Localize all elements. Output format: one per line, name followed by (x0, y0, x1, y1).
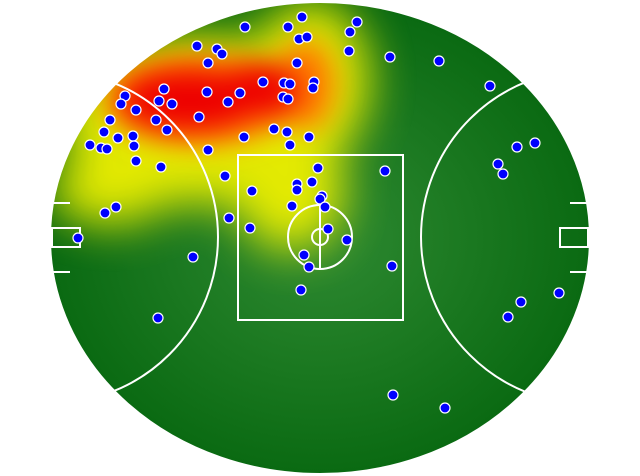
point (150, 114, 162, 126)
point (155, 161, 167, 173)
point (281, 126, 293, 138)
point (84, 139, 96, 151)
point (296, 11, 308, 23)
point (282, 93, 294, 105)
point (246, 185, 258, 197)
point (301, 31, 313, 43)
point (191, 40, 203, 52)
point (341, 234, 353, 246)
point (234, 87, 246, 99)
point (115, 98, 127, 110)
point (152, 312, 164, 324)
point (484, 80, 496, 92)
point (344, 26, 356, 38)
point (303, 261, 315, 273)
point (298, 249, 310, 261)
boundary (49, 1, 591, 475)
point (238, 131, 250, 143)
point (193, 111, 205, 123)
point (303, 131, 315, 143)
point (244, 222, 256, 234)
point (110, 201, 122, 213)
point (153, 95, 165, 107)
point (216, 48, 228, 60)
point (166, 98, 178, 110)
point (386, 260, 398, 272)
point (201, 86, 213, 98)
point (112, 132, 124, 144)
point (312, 162, 324, 174)
point (497, 168, 509, 180)
point (343, 45, 355, 57)
point (202, 57, 214, 69)
point (314, 193, 326, 205)
point (319, 201, 331, 213)
point (284, 78, 296, 90)
point (515, 296, 527, 308)
point (286, 200, 298, 212)
point (284, 139, 296, 151)
point (161, 124, 173, 136)
point (379, 165, 391, 177)
point (351, 16, 363, 28)
point (128, 140, 140, 152)
point (387, 389, 399, 401)
point (98, 126, 110, 138)
point (223, 212, 235, 224)
point (291, 184, 303, 196)
point (158, 83, 170, 95)
point (127, 130, 139, 142)
point (439, 402, 451, 414)
point (268, 123, 280, 135)
point (239, 21, 251, 33)
point (433, 55, 445, 67)
point (219, 170, 231, 182)
point (307, 82, 319, 94)
point (104, 114, 116, 126)
point (322, 223, 334, 235)
points (72, 11, 565, 414)
point (492, 158, 504, 170)
point (222, 96, 234, 108)
point (502, 311, 514, 323)
point (529, 137, 541, 149)
point (257, 76, 269, 88)
point (72, 232, 84, 244)
point (187, 251, 199, 263)
point (291, 57, 303, 69)
point (295, 284, 307, 296)
point (99, 207, 111, 219)
point (101, 143, 113, 155)
point (202, 144, 214, 156)
point (384, 51, 396, 63)
point (130, 155, 142, 167)
point (306, 176, 318, 188)
point (130, 104, 142, 116)
point (511, 141, 523, 153)
point (553, 287, 565, 299)
point (282, 21, 294, 33)
